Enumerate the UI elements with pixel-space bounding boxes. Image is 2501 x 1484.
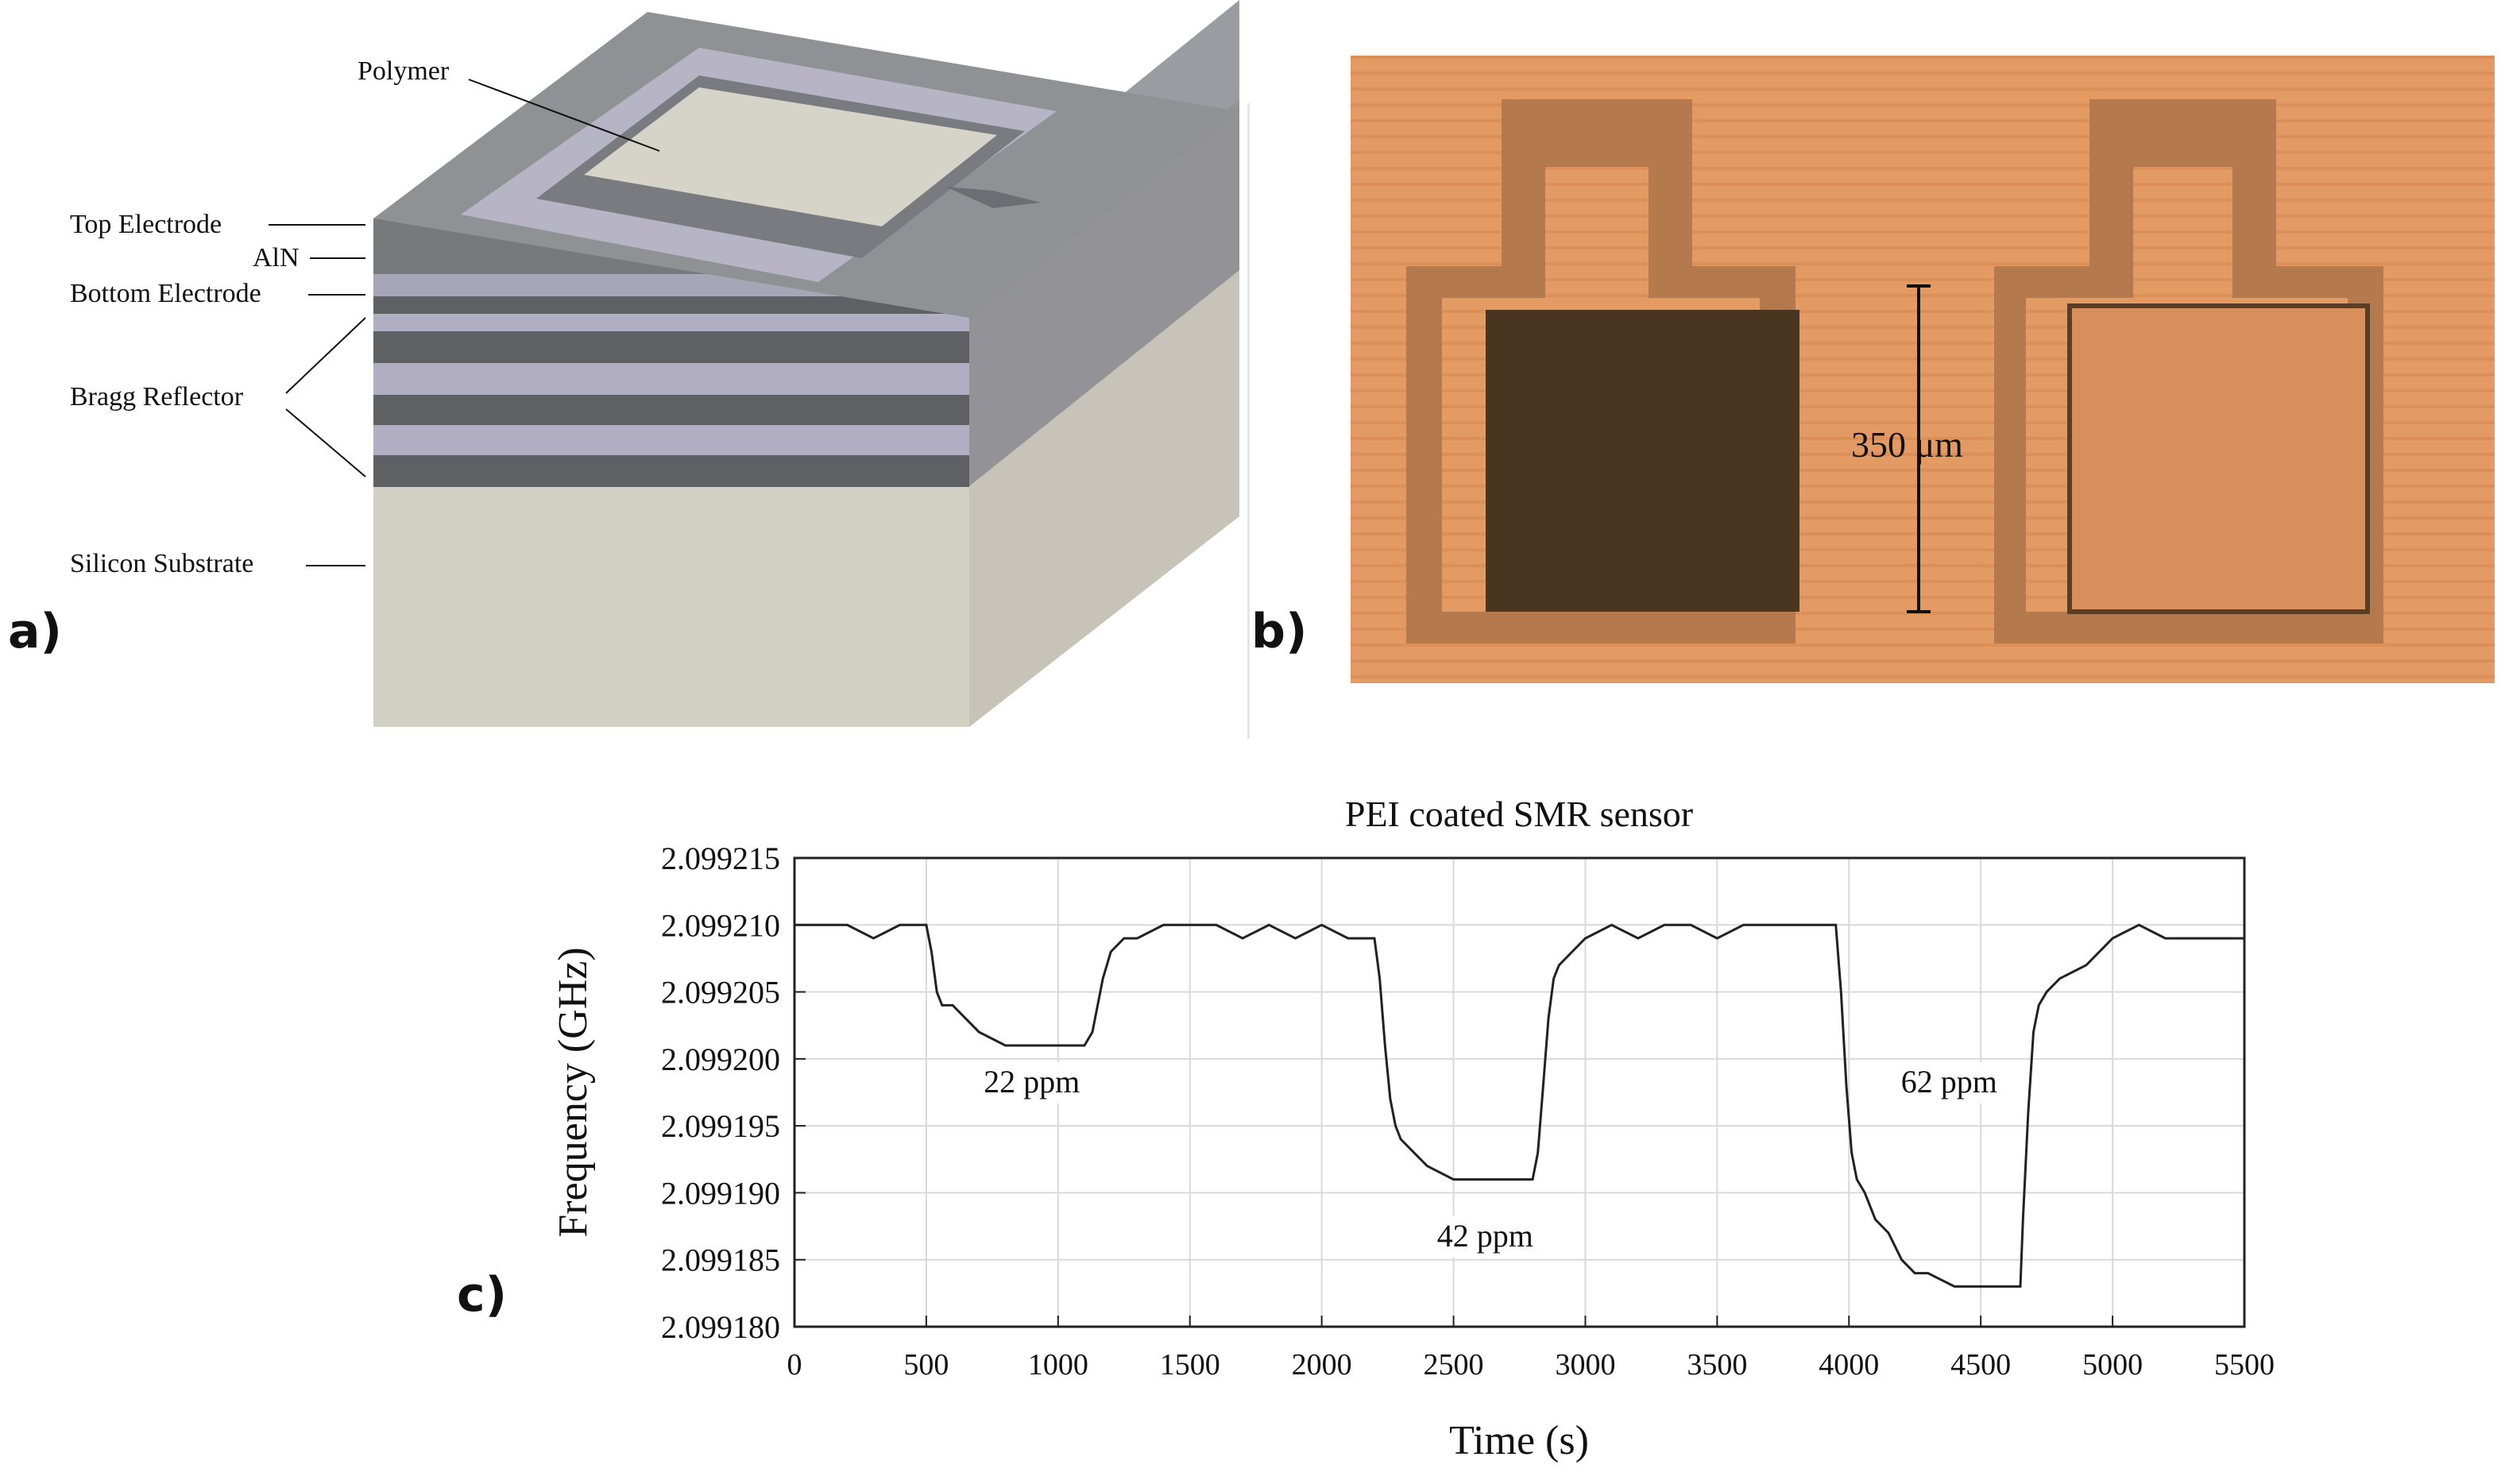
x-tick-label: 3000 bbox=[1555, 1348, 1615, 1382]
annotation-background bbox=[964, 1062, 1100, 1103]
panel-a-device-diagram: Polymer Top Electrode AlN Bottom Electro… bbox=[0, 0, 1247, 739]
panel-divider bbox=[1247, 103, 1250, 739]
polymer-label: Polymer bbox=[358, 56, 450, 86]
micrograph-image: 350 μm bbox=[1351, 56, 2495, 683]
polymer-arrow bbox=[468, 79, 660, 152]
x-tick-label: 3500 bbox=[1687, 1348, 1747, 1382]
x-tick-label: 0 bbox=[787, 1348, 802, 1382]
right-resonator-frame bbox=[1994, 99, 2383, 643]
top-electrode-label: Top Electrode bbox=[70, 210, 222, 239]
frequency-series-line bbox=[794, 923, 2244, 1288]
left-resonator-frame bbox=[1406, 99, 1796, 643]
y-tick-label: 2.099210 bbox=[661, 907, 780, 943]
aln-label: AlN bbox=[253, 243, 300, 272]
bragg-reflector-label: Bragg Reflector bbox=[70, 382, 244, 412]
y-tick-label: 2.099185 bbox=[661, 1242, 780, 1278]
bragg-arrow-up bbox=[285, 317, 366, 394]
plot-frame bbox=[793, 856, 2246, 1328]
panel-b-label: b) bbox=[1251, 604, 1308, 659]
bragg-layer-1 bbox=[373, 314, 969, 331]
panel-c-chart: 2.099180 2.099185 2.099190 2.099195 2.099200… bbox=[0, 739, 2501, 1480]
left-resonator-coated bbox=[1486, 310, 1799, 612]
y-tick-label: 2.099215 bbox=[661, 841, 780, 876]
right-resonator-uncoated bbox=[2067, 303, 2370, 614]
bragg-layer-4 bbox=[373, 395, 969, 425]
x-tick-label: 500 bbox=[903, 1348, 949, 1382]
y-axis-label: Frequency (GHz) bbox=[551, 947, 596, 1237]
scale-bar-label: 350 μm bbox=[1851, 424, 1963, 465]
silicon-substrate-label: Silicon Substrate bbox=[70, 549, 253, 578]
concentration-annotations: 22 ppm 42 ppm 62 ppm bbox=[964, 1062, 2017, 1258]
panel-c-label: c) bbox=[457, 1267, 507, 1323]
x-tick-label: 2000 bbox=[1292, 1348, 1352, 1382]
bragg-layer-5 bbox=[373, 425, 969, 455]
y-tick-label: 2.099205 bbox=[661, 975, 780, 1011]
bragg-layer-2 bbox=[373, 331, 969, 363]
annotation-background bbox=[1881, 1062, 2017, 1103]
bragg-layer-3 bbox=[373, 363, 969, 395]
bragg-layer-6 bbox=[373, 455, 969, 487]
x-tick-labels: 0 500 1000 1500 2000 2500 3000 3500 4000 4500 5000… bbox=[787, 1348, 2275, 1382]
y-tick-label: 2.099180 bbox=[661, 1309, 780, 1345]
y-tick-label: 2.099200 bbox=[661, 1042, 780, 1077]
bottom-electrode-label: Bottom Electrode bbox=[70, 279, 261, 308]
panel-a-label: a) bbox=[8, 604, 62, 659]
frequency-chart: 2.099180 2.099185 2.099190 2.099195 2.099200… bbox=[551, 794, 2275, 1463]
x-tick-label: 5000 bbox=[2082, 1348, 2143, 1382]
bottom-electrode-layer bbox=[373, 296, 969, 314]
polymer-square bbox=[584, 87, 997, 226]
x-axis-label: Time (s) bbox=[1449, 1418, 1589, 1463]
x-tick-label: 1500 bbox=[1160, 1348, 1220, 1382]
y-tick-label: 2.099195 bbox=[661, 1108, 780, 1144]
concentration-annotation: 22 ppm bbox=[984, 1064, 1080, 1099]
concentration-annotation: 62 ppm bbox=[1901, 1064, 1997, 1099]
electrode-tab bbox=[945, 187, 1041, 208]
bragg-arrow-down bbox=[285, 408, 366, 477]
concentration-annotation: 42 ppm bbox=[1437, 1218, 1533, 1254]
y-tick-label: 2.099190 bbox=[661, 1175, 780, 1211]
silicon-substrate-block bbox=[373, 485, 969, 727]
x-tick-label: 4000 bbox=[1819, 1348, 1879, 1382]
x-tick-label: 5500 bbox=[2214, 1348, 2275, 1382]
chart-title: PEI coated SMR sensor bbox=[1345, 794, 1693, 834]
x-tick-label: 4500 bbox=[1950, 1348, 2011, 1382]
y-tick-labels: 2.099180 2.099185 2.099190 2.099195 2.099200… bbox=[661, 841, 780, 1345]
panel-b-micrograph: 350 μm bbox=[1351, 56, 2495, 683]
x-tick-label: 1000 bbox=[1028, 1348, 1088, 1382]
x-tick-label: 2500 bbox=[1424, 1348, 1484, 1382]
annotation-background bbox=[1417, 1215, 1553, 1258]
smr-3d-schematic: Polymer Top Electrode AlN Bottom Electro… bbox=[70, 0, 1239, 727]
chart-grid bbox=[794, 857, 2245, 1327]
